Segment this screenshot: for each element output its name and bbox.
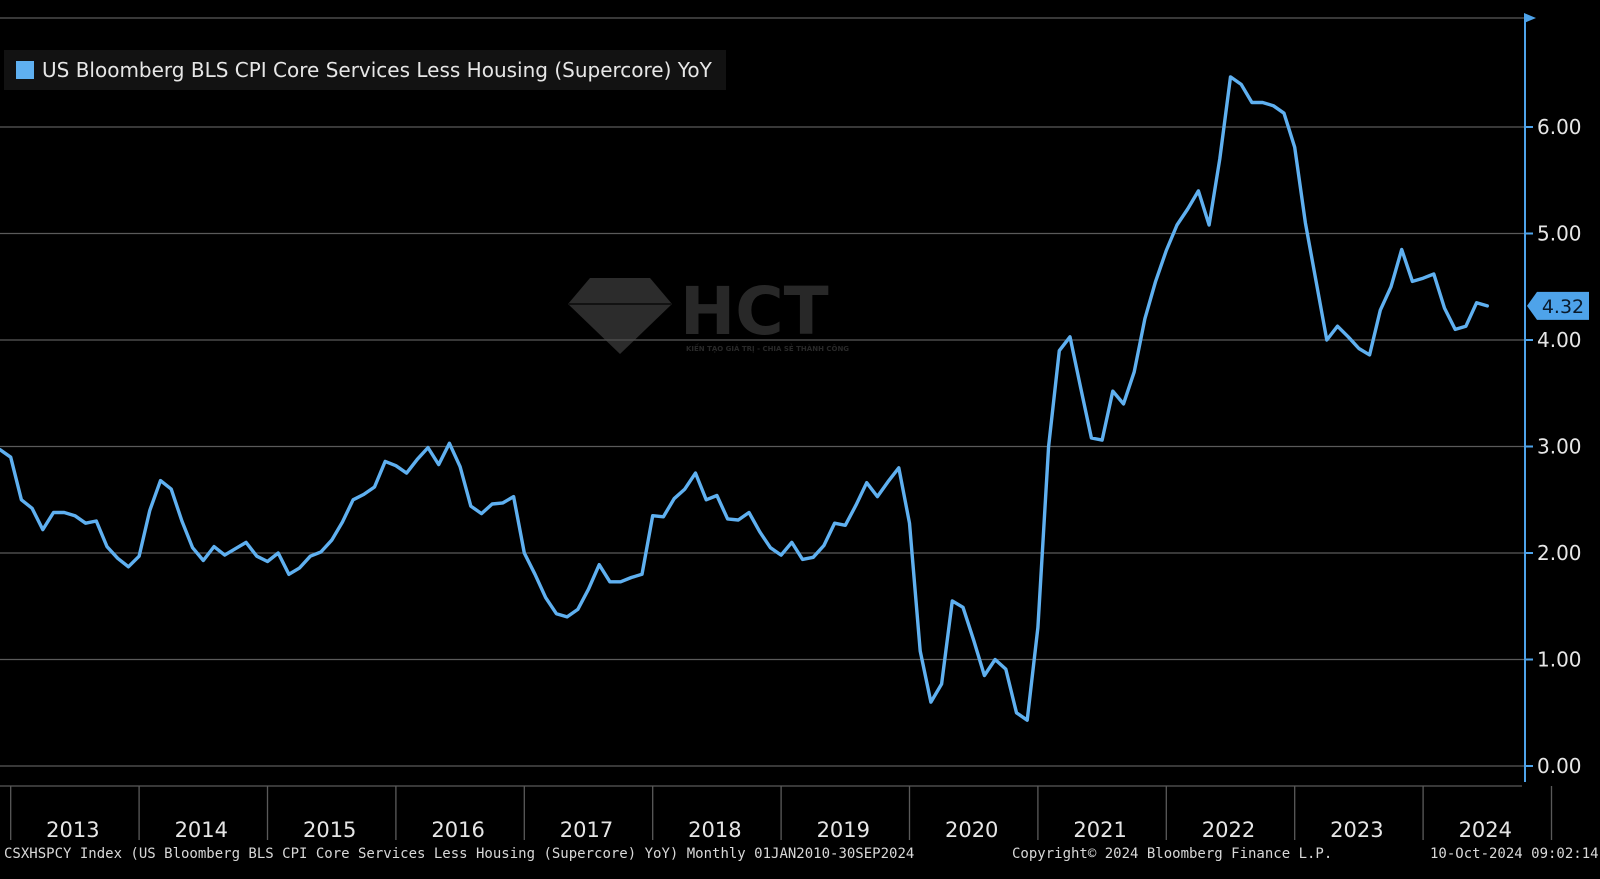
y-tick-label: 6.00 (1537, 115, 1582, 139)
x-tick-label: 2022 (1202, 818, 1255, 842)
watermark-brand: HCT (680, 276, 829, 350)
x-tick-label: 2016 (431, 818, 484, 842)
y-tick-label: 4.00 (1537, 328, 1582, 352)
series-line (0, 75, 1490, 722)
diamond-logo-icon (568, 278, 672, 354)
last-value-label: 4.32 (1542, 296, 1584, 318)
y-tick-label: 3.00 (1537, 435, 1582, 459)
footer-copyright: Copyright© 2024 Bloomberg Finance L.P. (1012, 846, 1333, 862)
y-axis: 0.00 1.00 2.00 3.00 4.00 5.00 6.00 (1524, 13, 1582, 782)
grid-lines (0, 17, 1525, 787)
x-tick-label: 2017 (560, 818, 613, 842)
x-tick-label: 2021 (1073, 818, 1126, 842)
legend-label: US Bloomberg BLS CPI Core Services Less … (42, 58, 712, 82)
y-tick-label: 1.00 (1537, 648, 1582, 672)
y-tick-label: 2.00 (1537, 541, 1582, 565)
legend-swatch (16, 61, 34, 79)
y-tick-label: 0.00 (1537, 754, 1582, 778)
x-tick-label: 2019 (817, 818, 870, 842)
x-tick-label: 2015 (303, 818, 356, 842)
y-tick-label: 5.00 (1537, 222, 1582, 246)
hct-watermark: HCT KIẾN TẠO GIÁ TRỊ - CHIA SẺ THÀNH CÔN… (568, 276, 849, 354)
footer-ticker: CSXHSPCY Index (US Bloomberg BLS CPI Cor… (4, 846, 915, 862)
last-value-marker: 4.32 (1527, 291, 1589, 320)
series-layer (0, 75, 1490, 722)
last-value-tag (1527, 291, 1589, 320)
x-tick-label: 2018 (688, 818, 741, 842)
x-axis: 2013 2014 2015 2016 2017 2018 2019 2020 2021 2022… (10, 786, 1553, 842)
footer-timestamp: 10-Oct-2024 09:02:14 (1430, 846, 1599, 862)
y-axis-arrow-icon (1524, 13, 1536, 23)
watermark-tagline: KIẾN TẠO GIÁ TRỊ - CHIA SẺ THÀNH CÔNG (686, 343, 849, 353)
x-tick-label: 2024 (1459, 818, 1512, 842)
x-tick-label: 2020 (945, 818, 998, 842)
x-tick-label: 2014 (175, 818, 228, 842)
legend: US Bloomberg BLS CPI Core Services Less … (4, 50, 726, 90)
x-tick-label: 2013 (46, 818, 99, 842)
x-tick-label: 2023 (1330, 818, 1383, 842)
